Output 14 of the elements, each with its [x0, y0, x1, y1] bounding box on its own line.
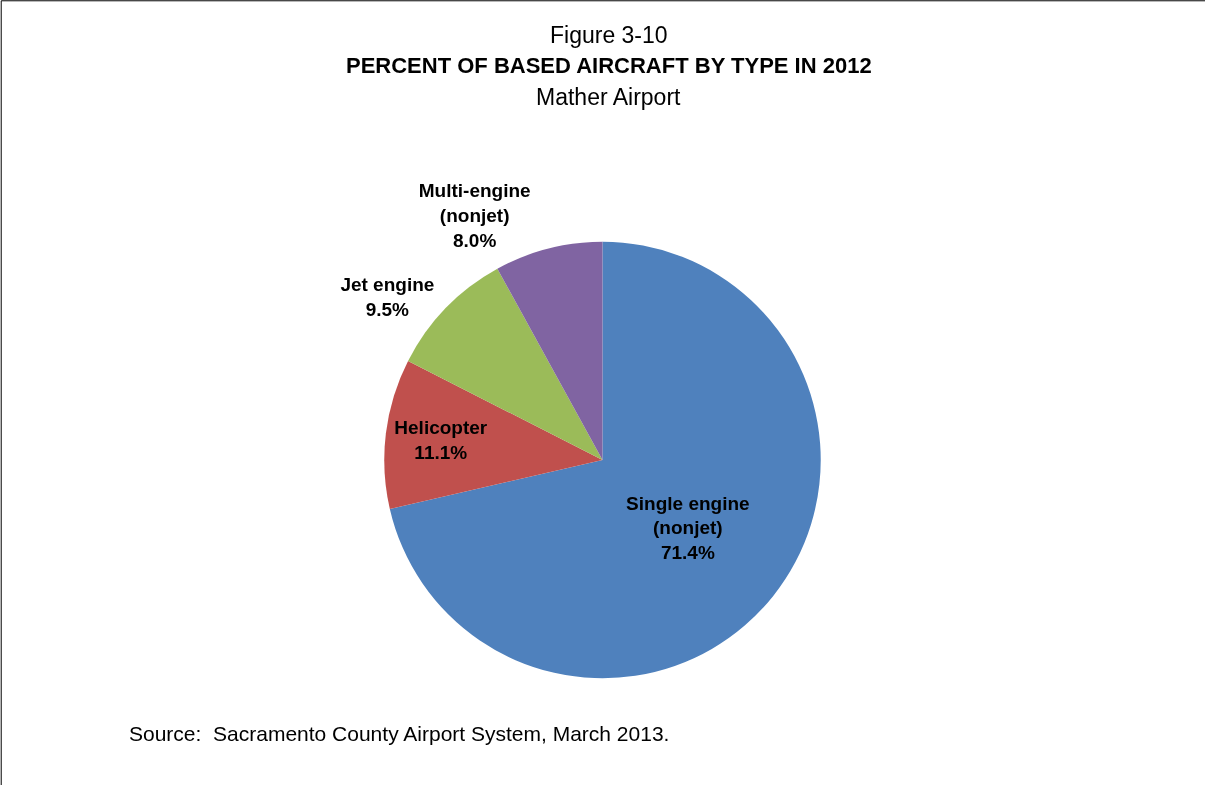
- slice-label: Single engine (nonjet): [626, 492, 750, 539]
- pie-slice: [384, 360, 603, 509]
- slice-label: Multi-engine (nonjet): [418, 180, 531, 227]
- data-label: 9.5%: [365, 298, 410, 320]
- data-label: 11.1%: [414, 441, 468, 463]
- chart-subtitle: Mather Airport: [536, 84, 682, 110]
- slice-label: Jet engine: [340, 274, 435, 296]
- source-note: Source: Sacramento County Airport System, March 2013.: [129, 722, 670, 745]
- slice-label: Helicopter: [394, 417, 488, 439]
- pie-slice: [497, 241, 603, 461]
- caption: Figure 3-10: [550, 22, 668, 48]
- data-label: 71.4%: [660, 542, 715, 564]
- data-label: 8.0%: [453, 229, 497, 251]
- chart-title: PERCENT OF BASED AIRCRAFT BY TYPE IN 2012: [346, 53, 872, 78]
